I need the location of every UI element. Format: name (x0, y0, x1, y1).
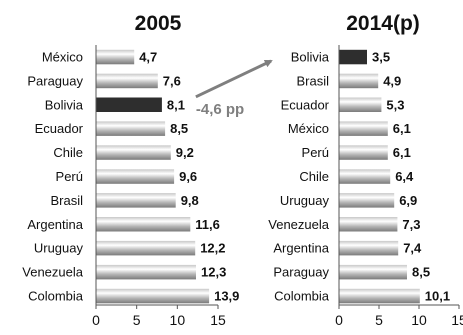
value-label: 8,1 (167, 97, 185, 112)
category-label: Colombia (274, 289, 330, 304)
value-label: 10,1 (425, 289, 450, 304)
x-tick-label: 5 (133, 312, 141, 328)
x-tick-label: 5 (375, 312, 383, 328)
value-label: 9,8 (181, 193, 199, 208)
category-label: México (288, 121, 329, 136)
bar-méxico (339, 121, 388, 136)
value-label: 6,9 (399, 193, 417, 208)
category-label: Argentina (27, 217, 83, 232)
category-label: Uruguay (34, 241, 84, 256)
value-label: 7,3 (402, 217, 420, 232)
category-label: Bolivia (45, 97, 84, 112)
category-label: Argentina (273, 241, 329, 256)
category-label: Uruguay (280, 193, 330, 208)
chart-title: 2005 (135, 12, 182, 35)
bar-argentina (96, 217, 191, 232)
x-tick-label: 10 (170, 312, 186, 328)
category-label: Chile (299, 169, 329, 184)
value-label: 9,6 (179, 169, 197, 184)
value-label: 7,4 (403, 241, 422, 256)
bar-ecuador (96, 121, 166, 136)
bar-méxico (96, 49, 135, 65)
value-label: 11,6 (195, 217, 220, 232)
category-label: Chile (53, 145, 83, 160)
value-label: 4,9 (383, 73, 401, 88)
x-tick-label: 0 (92, 312, 100, 328)
value-label: 6,1 (393, 121, 411, 136)
value-label: 12,2 (200, 241, 225, 256)
value-label: 6,4 (395, 169, 414, 184)
category-label: Perú (302, 145, 329, 160)
category-label: México (42, 50, 83, 65)
category-label: Colombia (28, 289, 84, 304)
x-tick-label: 10 (411, 312, 427, 328)
chart-panel-2005: 2005 México 4,7 Paraguay 7,6 Bolivia 8,1 Ecuado… (22, 12, 239, 328)
bar-colombia (96, 288, 210, 304)
bar-uruguay (96, 240, 196, 256)
change-arrow (195, 59, 273, 99)
category-label: Brasil (296, 73, 329, 88)
bar-chile (339, 169, 391, 184)
bar-uruguay (339, 193, 395, 208)
value-label: 8,5 (412, 265, 430, 280)
category-label: Brasil (50, 193, 83, 208)
value-label: 8,5 (170, 121, 188, 136)
bar-perú (339, 145, 388, 160)
annotation-group: -4,6 pp (195, 59, 273, 118)
bar-venezuela (96, 264, 196, 280)
bar-brasil (96, 193, 176, 208)
annotation-text: -4,6 pp (196, 101, 244, 118)
category-label: Perú (56, 169, 83, 184)
category-label: Paraguay (27, 73, 83, 88)
value-label: 5,3 (386, 97, 404, 112)
category-label: Venezuela (268, 217, 329, 232)
x-tick-label: 15 (451, 312, 463, 328)
x-tick-label: 0 (335, 312, 343, 328)
value-label: 7,6 (163, 73, 181, 88)
value-label: 6,1 (393, 145, 411, 160)
category-label: Venezuela (22, 265, 83, 280)
bar-paraguay (96, 73, 158, 89)
bar-brasil (339, 73, 379, 89)
value-label: 4,7 (139, 50, 157, 65)
bar-venezuela (339, 217, 398, 232)
bar-paraguay (339, 264, 407, 280)
bar-colombia (339, 288, 420, 304)
category-label: Bolivia (291, 50, 330, 65)
bar-ecuador (339, 97, 382, 112)
value-label: 12,3 (201, 265, 226, 280)
value-label: 13,9 (214, 289, 239, 304)
bar-chile (96, 145, 171, 160)
bar-argentina (339, 240, 399, 256)
chart-panel-2014: 2014(p) Bolivia 3,5 Brasil 4,9 Ecuador 5,3 Méxi… (268, 12, 463, 328)
category-label: Ecuador (281, 97, 330, 112)
bar-perú (96, 169, 175, 184)
value-label: 3,5 (372, 50, 390, 65)
bar-bolivia (96, 97, 162, 112)
chart-title: 2014(p) (346, 12, 420, 35)
bar-bolivia (339, 49, 367, 65)
category-label: Ecuador (35, 121, 84, 136)
value-label: 9,2 (176, 145, 194, 160)
x-tick-label: 15 (210, 312, 226, 328)
category-label: Paraguay (273, 265, 329, 280)
